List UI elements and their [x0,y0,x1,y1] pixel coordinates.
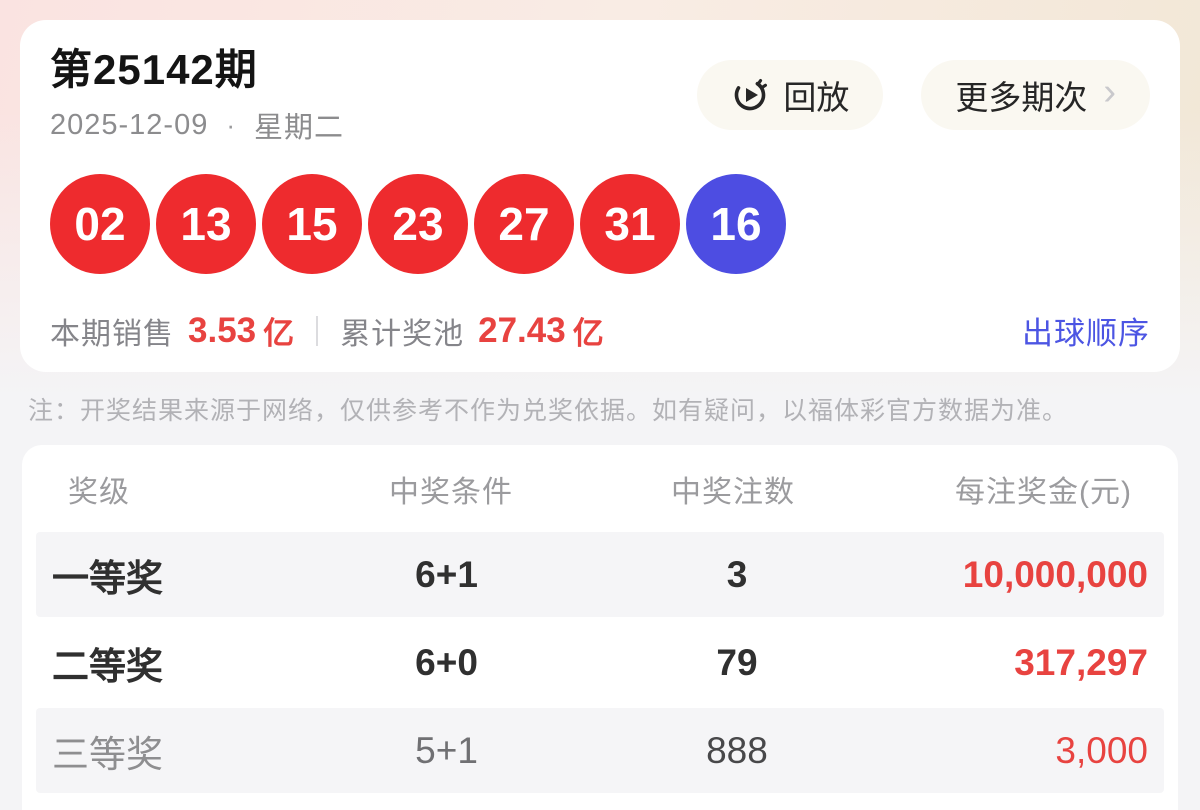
header-actions: 回放 更多期次 › [697,60,1150,130]
pool-unit: 亿 [572,316,604,352]
winner-count: 79 [716,641,758,683]
sales-value: 3.53 [188,310,257,350]
stats-divider [316,315,319,346]
stats-row: 本期销售 3.53 亿 累计奖池 27.43 亿 出球顺序 [50,308,1150,353]
draw-date: 2025-12-09 [50,108,209,141]
win-condition: 5+1 [415,729,478,771]
red-ball-5: 27 [474,174,574,275]
red-ball-6: 31 [580,174,680,275]
red-ball-4: 23 [368,174,468,275]
prize-amount: 3,000 [1055,729,1148,771]
card-header: 第25142期 2025-12-09 · 星期二 [50,46,1150,146]
red-ball-3: 15 [262,174,362,275]
prize-amount: 10,000,000 [962,553,1148,595]
red-ball-1: 02 [50,174,150,275]
replay-label: 回放 [783,79,850,116]
period-title: 第25142期 [50,46,258,93]
prize-table-card: 奖级 中奖条件 中奖注数 每注奖金(元) 一等奖 6+1 3 10,000,00… [22,445,1178,810]
table-row-second-prize: 二等奖 6+0 79 317,297 [36,620,1164,705]
prize-level: 三等奖 [52,733,163,775]
prize-level: 一等奖 [52,557,163,599]
period-block: 第25142期 2025-12-09 · 星期二 [50,46,344,146]
replay-icon [731,76,769,114]
header-prize-level: 奖级 [68,475,130,509]
more-periods-label: 更多期次 [955,79,1088,116]
winner-count: 3 [726,553,748,595]
header-winner-count: 中奖注数 [670,475,795,509]
sales-unit: 亿 [263,316,295,352]
win-condition: 6+0 [415,641,478,683]
winner-count: 888 [706,729,768,771]
blue-ball: 16 [686,174,786,275]
pool-value: 27.43 [478,310,566,350]
ball-order-link[interactable]: 出球顺序 [1022,316,1150,352]
prize-level: 二等奖 [52,645,163,687]
disclaimer-note: 注：开奖结果来源于网络，仅供参考不作为兑奖依据。如有疑问，以福体彩官方数据为准。 [28,396,1069,425]
date-separator-dot: · [226,109,237,140]
header-win-condition: 中奖条件 [389,475,514,509]
table-row-first-prize: 一等奖 6+1 3 10,000,000 [36,532,1164,617]
pool-label: 累计奖池 [340,317,465,351]
draw-result-card: 第25142期 2025-12-09 · 星期二 [20,20,1180,372]
red-ball-2: 13 [156,174,256,275]
replay-button[interactable]: 回放 [697,60,884,130]
table-row-third-prize: 三等奖 5+1 888 3,000 [36,708,1164,793]
sales-label: 本期销售 [50,317,174,351]
header-prize-amount: 每注奖金(元) [955,475,1132,509]
prize-amount: 317,297 [1014,641,1148,683]
draw-date-line: 2025-12-09 · 星期二 [50,104,344,146]
more-periods-button[interactable]: 更多期次 › [921,60,1150,130]
winning-numbers-row: 02 13 15 23 27 31 16 [50,174,1150,275]
chevron-right-icon: › [1103,71,1116,113]
draw-weekday: 星期二 [254,112,345,145]
prize-table-header: 奖级 中奖条件 中奖注数 每注奖金(元) [22,445,1178,532]
win-condition: 6+1 [415,553,478,595]
